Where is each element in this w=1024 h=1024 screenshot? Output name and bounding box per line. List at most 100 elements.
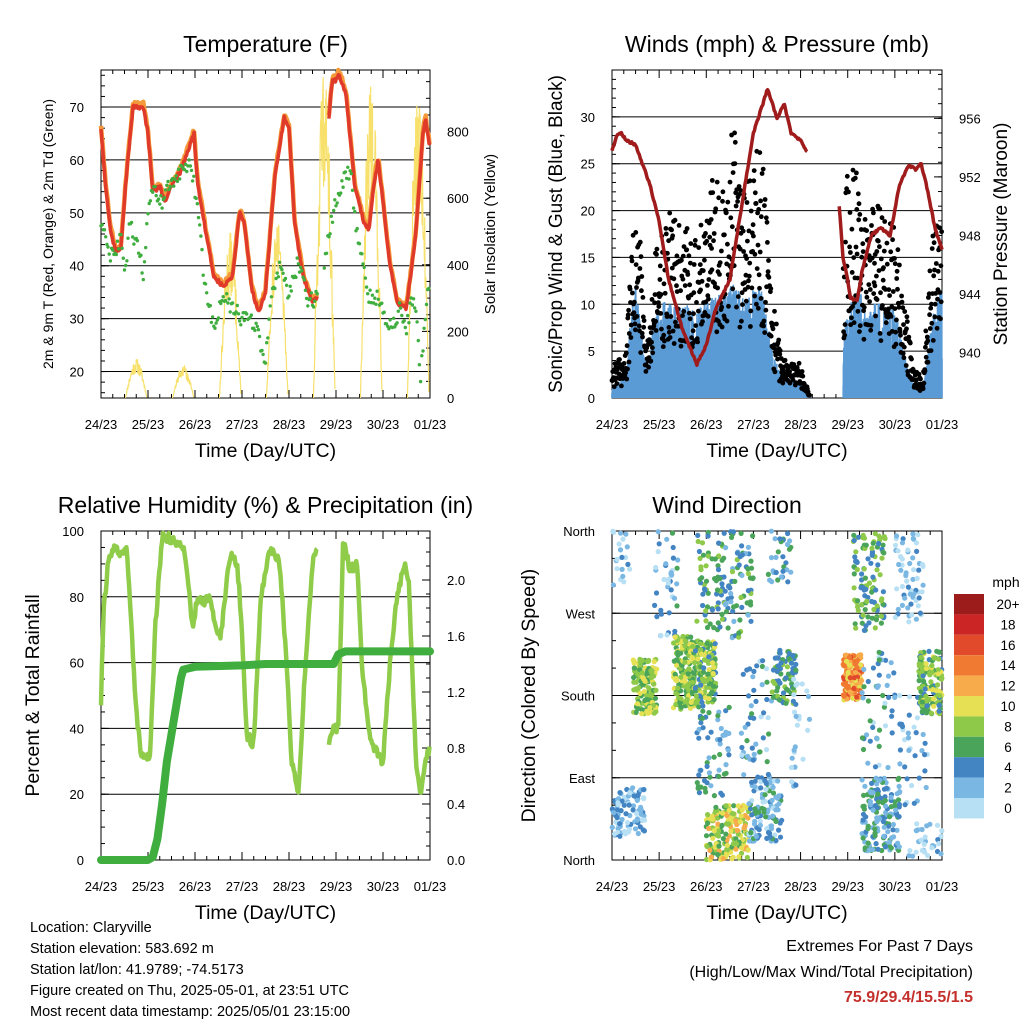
dewpoint-point [376, 297, 380, 301]
gust-point [881, 265, 886, 271]
direction-point [769, 689, 775, 695]
gust-point [748, 208, 754, 214]
y-right-tick-label: 200 [447, 324, 469, 339]
x-tick-label: 01/23 [926, 417, 959, 432]
direction-point [847, 689, 853, 695]
direction-point [710, 835, 716, 841]
dewpoint-point [263, 361, 268, 365]
direction-point [768, 826, 775, 832]
dewpoint-point [186, 164, 190, 168]
gust-point [737, 246, 743, 252]
gust-point [680, 276, 686, 282]
gust-point [874, 273, 879, 279]
gust-point [730, 286, 736, 292]
direction-point [894, 812, 900, 818]
dewpoint-point [330, 220, 335, 224]
direction-point [886, 823, 892, 829]
gust-point [719, 248, 724, 254]
direction-point [870, 574, 876, 580]
y-tick-label: 0 [77, 853, 84, 868]
gust-point [711, 238, 716, 244]
dewpoint-point [364, 285, 369, 289]
direction-point [872, 764, 879, 770]
gust-point [893, 329, 898, 335]
dewpoint-point [265, 341, 269, 345]
direction-point [780, 690, 787, 696]
temp-2m-line [99, 103, 319, 313]
y-axis-label: Sonic/Prop Wind & Gust (Blue, Black) [546, 75, 567, 393]
dewpoint-point [328, 232, 332, 236]
gust-point [629, 258, 635, 264]
direction-point [763, 814, 769, 820]
direction-point [717, 737, 723, 743]
dewpoint-point [362, 265, 366, 270]
direction-point [772, 536, 778, 542]
direction-point [611, 831, 618, 837]
direction-point [717, 751, 723, 758]
gust-point [619, 383, 624, 389]
direction-point [716, 843, 722, 849]
dewpoint-point [355, 226, 359, 231]
gust-point [630, 290, 635, 296]
solar-day-6 [406, 105, 430, 399]
dewpoint-point [300, 269, 304, 273]
direction-point [651, 659, 657, 665]
wind-direction-panel: Wind Direction Time (Day/UTC) Direction (C… [518, 492, 1020, 924]
gust-point [745, 238, 750, 244]
gust-point [670, 328, 676, 334]
direction-point [841, 693, 847, 699]
dewpoint-point [411, 297, 416, 301]
gust-point [709, 267, 715, 273]
direction-point [739, 807, 745, 813]
dewpoint-point [296, 262, 301, 266]
dewpoint-point [348, 169, 352, 173]
direction-point [620, 536, 626, 542]
direction-point [916, 567, 922, 573]
y-tick-label: 15 [581, 250, 595, 265]
gust-point [847, 210, 853, 215]
direction-point [779, 817, 785, 823]
direction-point [880, 549, 886, 555]
direction-point [770, 678, 776, 685]
direction-point [701, 657, 708, 663]
gust-point [844, 173, 850, 179]
gust-point [766, 274, 772, 280]
dewpoint-point [240, 315, 244, 320]
gust-point [711, 231, 717, 236]
direction-point [716, 553, 722, 559]
dewpoint-point [147, 201, 151, 206]
gust-point [924, 334, 930, 340]
x-tick-label: 24/23 [596, 417, 629, 432]
gust-point [920, 386, 926, 392]
gust-point [756, 272, 762, 278]
direction-point [631, 687, 637, 693]
solar-day-5 [359, 86, 383, 399]
dewpoint-point [156, 197, 161, 201]
gust-point [849, 226, 855, 232]
gust-point [752, 293, 757, 299]
direction-point [647, 692, 653, 698]
direction-point [699, 676, 706, 682]
gust-point [715, 285, 720, 291]
direction-point [734, 827, 740, 834]
direction-point [874, 818, 880, 825]
direction-point [696, 772, 702, 778]
gust-point [631, 310, 637, 316]
gust-point [617, 357, 622, 362]
dewpoint-point [168, 184, 172, 189]
direction-point [877, 535, 883, 542]
dewpoint-point [420, 354, 424, 358]
direction-point [655, 549, 661, 555]
direction-point [748, 703, 754, 709]
direction-point [739, 543, 745, 549]
gust-point [709, 246, 714, 251]
direction-point [703, 608, 709, 614]
direction-point [763, 666, 770, 672]
direction-point [719, 581, 725, 587]
direction-point [699, 575, 705, 581]
solar-day-2 [218, 232, 242, 399]
gust-point [702, 257, 707, 263]
direction-point [703, 695, 709, 701]
gust-point [866, 282, 872, 287]
direction-point [724, 846, 730, 852]
